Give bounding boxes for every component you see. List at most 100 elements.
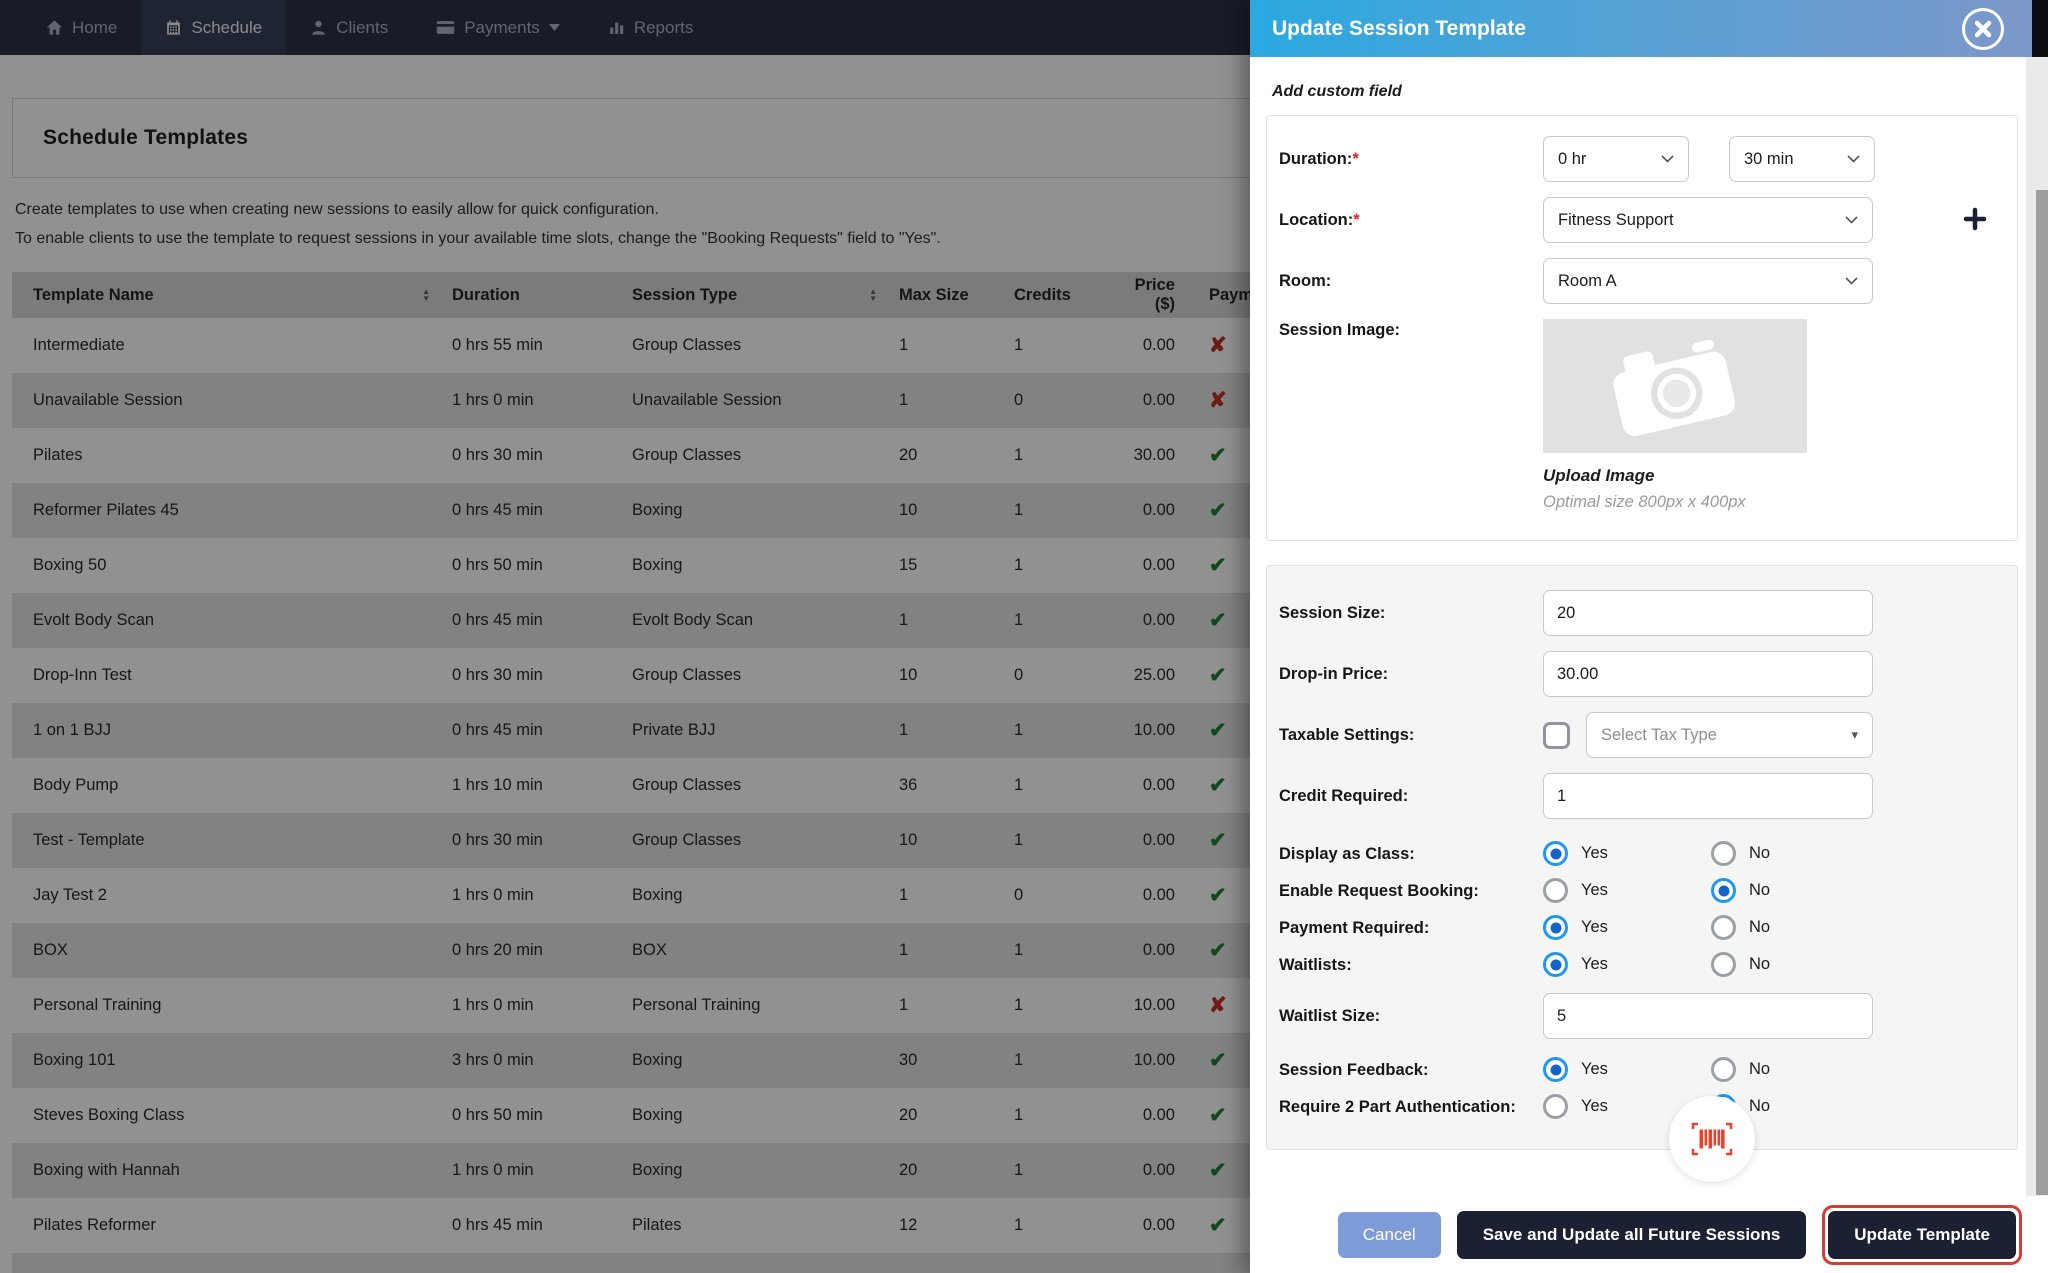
table-row[interactable]: Body Pump 1 hrs 10 min Group Classes 36 1 0.0… xyxy=(33,774,1227,797)
camera-icon xyxy=(1613,339,1736,436)
image-size-hint: Optimal size 800px x 400px xyxy=(1543,493,1746,511)
radio-option-no[interactable]: No xyxy=(1711,878,1879,903)
radio-unselected[interactable] xyxy=(1711,841,1736,866)
caret-down-icon xyxy=(548,24,560,31)
session-settings-section: Session Size: Drop-in Price: Taxable Set… xyxy=(1266,565,2018,1150)
duration-hours-select[interactable]: 0 hr xyxy=(1543,136,1689,182)
radio-option-no[interactable]: No xyxy=(1711,952,1879,977)
nav-item-home[interactable]: Home xyxy=(22,0,141,55)
toggle-label: Session Feedback: xyxy=(1279,1060,1429,1079)
radio-selected[interactable] xyxy=(1543,915,1568,940)
table-row[interactable]: Pilates 0 hrs 30 min Group Classes 20 1 30.00… xyxy=(33,444,1227,467)
session-size-label: Session Size: xyxy=(1279,604,1386,622)
radio-option-yes[interactable]: Yes xyxy=(1543,1094,1711,1119)
radio-option-yes[interactable]: Yes xyxy=(1543,1057,1711,1082)
nav-item-label: Reports xyxy=(633,17,694,37)
nav-item-schedule[interactable]: Schedule xyxy=(141,0,287,55)
radio-option-no[interactable]: No xyxy=(1711,1057,1879,1082)
radio-selected[interactable] xyxy=(1543,1057,1568,1082)
payment-yes-icon: ✔ xyxy=(1209,609,1227,632)
caret-down-icon: ▾ xyxy=(1851,727,1858,742)
cancel-button[interactable]: Cancel xyxy=(1337,1211,1441,1258)
column-header-template-name[interactable]: Template Name ▲ ▼ xyxy=(12,272,442,318)
barcode-scanner-button[interactable] xyxy=(1669,1096,1755,1182)
payment-yes-icon: ✔ xyxy=(1209,719,1227,742)
nav-item-reports[interactable]: Reports xyxy=(584,0,718,55)
sort-icon[interactable]: ▲ ▼ xyxy=(422,287,430,303)
radio-option-yes[interactable]: Yes xyxy=(1543,952,1711,977)
radio-unselected[interactable] xyxy=(1711,1057,1736,1082)
sort-icon[interactable]: ▲ ▼ xyxy=(869,287,877,303)
toggle-row-require-2-part-authentication: Require 2 Part Authentication: Yes No xyxy=(1279,1094,2001,1119)
table-row[interactable]: Steves Boxing Class 0 hrs 50 min Boxing 20 1… xyxy=(33,1104,1227,1127)
toggle-label: Enable Request Booking: xyxy=(1279,881,1479,900)
add-location-icon[interactable] xyxy=(1963,207,1987,234)
waitlist-size-label: Waitlist Size: xyxy=(1279,1007,1381,1025)
column-header-price-: Price ($) xyxy=(1104,272,1199,318)
toggle-row-display-as-class: Display as Class: Yes No xyxy=(1279,841,2001,866)
credit-required-input[interactable] xyxy=(1543,773,1873,819)
table-row[interactable]: Personal Training 1 hrs 0 min Personal Tra… xyxy=(33,994,1227,1017)
radio-unselected[interactable] xyxy=(1711,952,1736,977)
user-icon xyxy=(310,19,327,36)
payment-yes-icon: ✔ xyxy=(1209,1104,1227,1127)
session-image-label: Session Image: xyxy=(1279,321,1401,339)
add-custom-field-link[interactable]: Add custom field xyxy=(1272,83,1402,100)
payment-yes-icon: ✔ xyxy=(1209,1214,1227,1237)
radio-option-yes[interactable]: Yes xyxy=(1543,841,1711,866)
nav-item-clients[interactable]: Clients xyxy=(286,0,412,55)
toggle-label: Require 2 Part Authentication: xyxy=(1279,1097,1516,1116)
barcode-icon xyxy=(1691,1122,1733,1156)
payment-yes-icon: ✔ xyxy=(1209,774,1227,797)
payment-yes-icon: ✔ xyxy=(1209,444,1227,467)
radio-option-yes[interactable]: Yes xyxy=(1543,878,1711,903)
chart-icon xyxy=(608,19,625,36)
location-select[interactable]: Fitness Support xyxy=(1543,197,1873,243)
tax-type-select[interactable]: Select Tax Type ▾ xyxy=(1586,712,1873,758)
payment-yes-icon: ✔ xyxy=(1209,1049,1227,1072)
radio-option-no[interactable]: No xyxy=(1711,841,1879,866)
column-header-credits: Credits xyxy=(1004,272,1104,318)
payment-yes-icon: ✔ xyxy=(1209,1269,1227,1273)
drop-in-price-input[interactable] xyxy=(1543,651,1873,697)
waitlist-size-input[interactable] xyxy=(1543,993,1873,1039)
column-header-duration: Duration xyxy=(442,272,622,318)
radio-option-yes[interactable]: Yes xyxy=(1543,915,1711,940)
toggle-row-payment-required: Payment Required: Yes No xyxy=(1279,915,2001,940)
calendar-icon xyxy=(165,19,182,36)
session-image-placeholder[interactable] xyxy=(1543,319,1807,453)
table-row[interactable]: Intermediate 0 hrs 55 min Group Classes 1 1 0… xyxy=(33,334,1227,357)
session-size-input[interactable] xyxy=(1543,590,1873,636)
upload-image-link[interactable]: Upload Image xyxy=(1543,466,1655,485)
card-icon xyxy=(436,20,455,35)
chevron-down-icon xyxy=(1847,155,1860,163)
column-header-session-type[interactable]: Session Type ▲ ▼ xyxy=(622,272,889,318)
payment-no-icon: ✘ xyxy=(1209,994,1227,1017)
close-icon[interactable] xyxy=(1962,7,2004,50)
modal-scroll-track xyxy=(2026,57,2048,1196)
home-icon xyxy=(46,19,63,36)
nav-item-payments[interactable]: Payments xyxy=(412,0,584,55)
radio-unselected[interactable] xyxy=(1711,915,1736,940)
radio-selected[interactable] xyxy=(1711,878,1736,903)
radio-selected[interactable] xyxy=(1543,841,1568,866)
taxable-settings-label: Taxable Settings: xyxy=(1279,726,1415,744)
radio-selected[interactable] xyxy=(1543,952,1568,977)
table-row[interactable]: Drop-Inn Test 0 hrs 30 min Group Classes 10… xyxy=(33,664,1227,687)
taxable-checkbox[interactable] xyxy=(1543,721,1570,749)
radio-unselected[interactable] xyxy=(1543,878,1568,903)
save-and-update-all-button[interactable]: Save and Update all Future Sessions xyxy=(1456,1210,1807,1259)
modal-header: Update Session Template xyxy=(1250,0,2048,57)
radio-option-no[interactable]: No xyxy=(1711,915,1879,940)
page-description: Create templates to use when creating ne… xyxy=(15,195,2036,253)
duration-minutes-select[interactable]: 30 min xyxy=(1729,136,1875,182)
modal-scrollbar[interactable] xyxy=(2036,190,2048,1195)
table-row[interactable]: Boxing 50 0 hrs 50 min Boxing 15 1 0.00 ✔ xyxy=(33,554,1227,577)
room-select[interactable]: Room A xyxy=(1543,258,1873,304)
radio-unselected[interactable] xyxy=(1543,1094,1568,1119)
modal-body: Add custom field Duration:* 0 hr 30 min xyxy=(1250,57,2048,1150)
table-row[interactable]: Pilates Reformer 0 hrs 45 min Pilates 12 1 0.… xyxy=(33,1214,1227,1237)
update-template-button[interactable]: Update Template xyxy=(1828,1210,2016,1259)
